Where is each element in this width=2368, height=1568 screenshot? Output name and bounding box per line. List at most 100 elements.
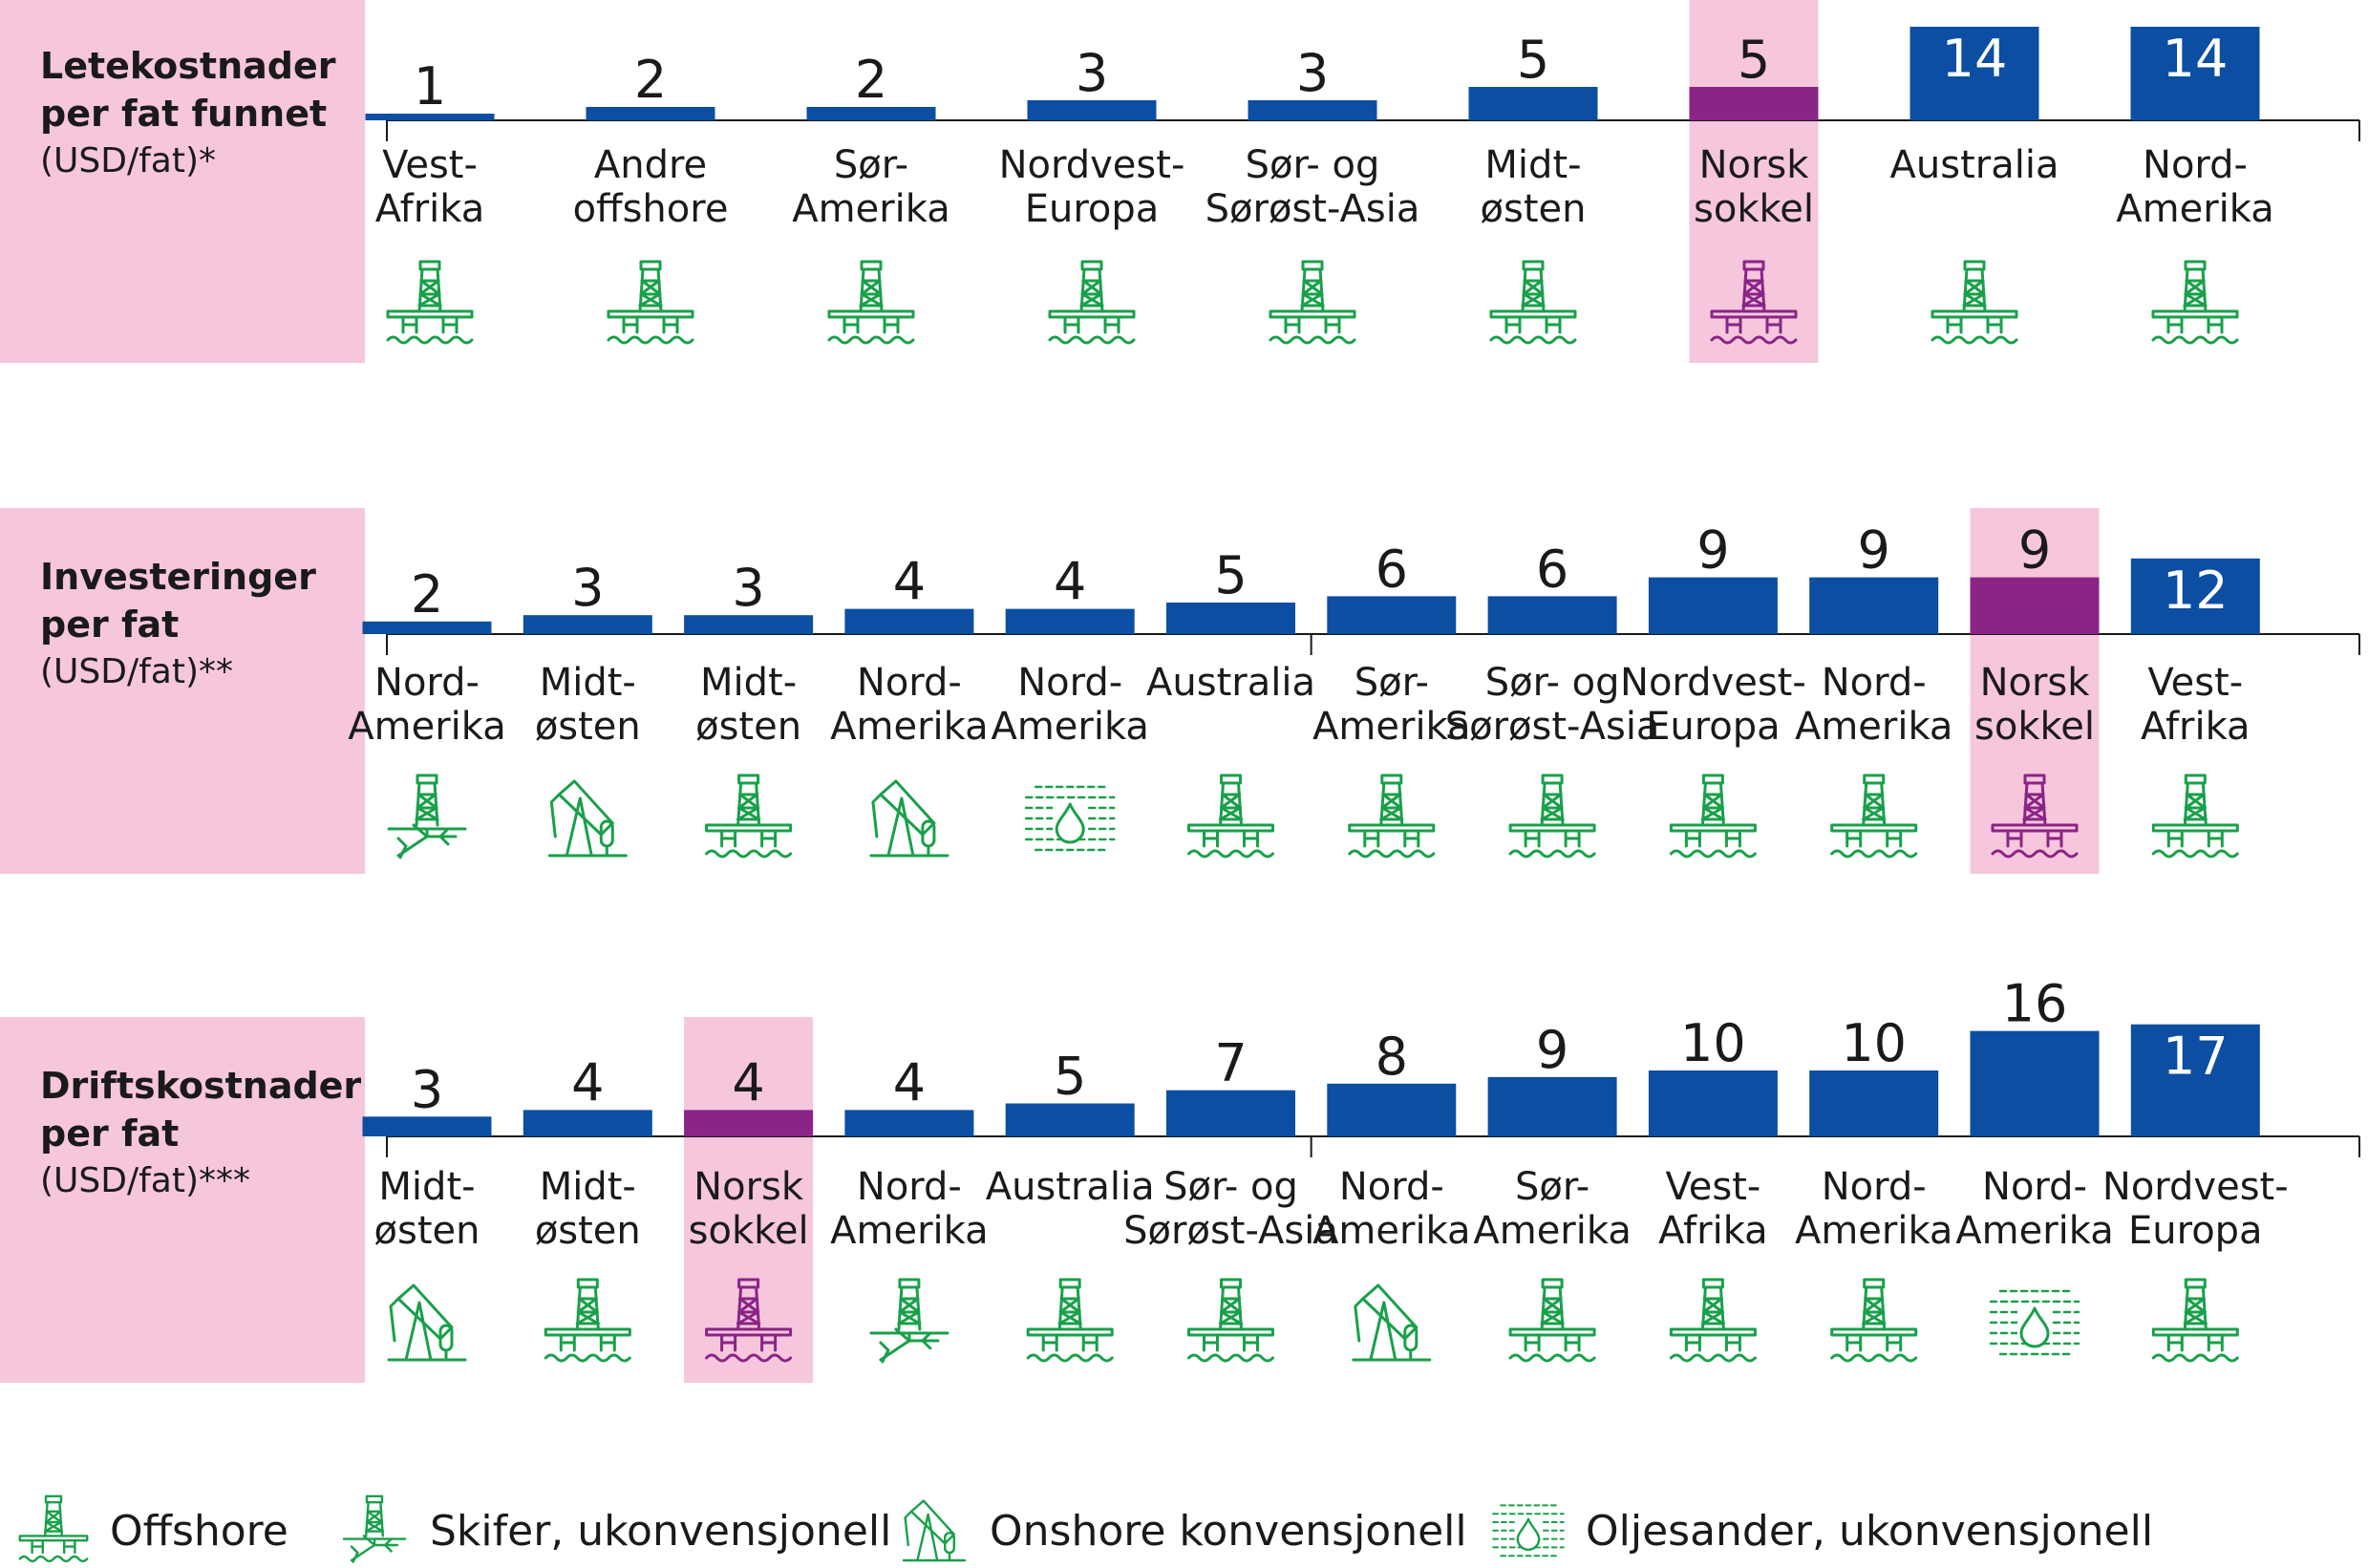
offshore-icon xyxy=(705,773,793,858)
legend-item: Offshore xyxy=(18,1494,288,1562)
offshore-icon xyxy=(1710,260,1798,345)
category-label: Amerika xyxy=(830,1209,988,1253)
category-label: Afrika xyxy=(2141,705,2251,749)
legend-label: Skifer, ukonvensjonell xyxy=(430,1507,891,1556)
offshore-icon xyxy=(1187,1278,1274,1363)
category-label: Midt- xyxy=(1484,143,1581,187)
data-label: 16 xyxy=(2002,974,2068,1034)
data-label: 2 xyxy=(634,50,667,110)
offshore-icon xyxy=(1348,773,1436,858)
data-label: 3 xyxy=(732,558,764,618)
data-label: 4 xyxy=(1054,552,1086,612)
category-label: Amerika xyxy=(1312,1209,1470,1253)
category-label: Sørøst-Asia xyxy=(1205,187,1420,231)
category-label: Amerika xyxy=(1312,705,1470,749)
category-label: Sør- og xyxy=(1163,1165,1298,1209)
bar xyxy=(1648,577,1778,634)
offshore-icon xyxy=(1489,260,1577,345)
panel-title-line: per fat xyxy=(40,604,179,646)
data-label: 4 xyxy=(732,1052,764,1112)
category-label: Sør- og xyxy=(1246,143,1380,187)
data-label: 7 xyxy=(1214,1033,1247,1093)
legend-label: Onshore konvensjonell xyxy=(990,1507,1467,1556)
bar xyxy=(684,615,814,634)
bar xyxy=(523,615,652,634)
bar xyxy=(1970,577,2100,634)
offshore-icon xyxy=(1187,773,1274,858)
category-label: Amerika xyxy=(830,705,988,749)
category-label: Nordvest- xyxy=(1620,661,1806,705)
panel-title-line: Driftskostnader xyxy=(40,1065,361,1107)
oilsands-icon xyxy=(1024,785,1116,852)
data-label: 17 xyxy=(2163,1027,2229,1087)
offshore-icon xyxy=(386,260,474,345)
bar xyxy=(362,621,492,634)
category-label: sokkel xyxy=(1694,187,1814,231)
category-label: østen xyxy=(535,1209,641,1253)
legend-item: Onshore konvensjonell xyxy=(902,1499,1467,1562)
shale-icon xyxy=(342,1494,407,1563)
category-label: Midt- xyxy=(540,661,636,705)
panel-unit-label: (USD/fat)** xyxy=(40,652,233,691)
panel-unit-label: (USD/fat)*** xyxy=(40,1161,250,1200)
onshore-icon xyxy=(387,1283,467,1362)
category-label: Amerika xyxy=(348,705,505,749)
category-label: Afrika xyxy=(1658,1209,1768,1253)
bar xyxy=(1027,100,1157,120)
data-label: 5 xyxy=(1054,1047,1086,1107)
bar xyxy=(1166,1090,1295,1136)
offshore-icon xyxy=(1048,260,1136,345)
data-label: 4 xyxy=(893,552,926,612)
bar xyxy=(1005,608,1135,634)
bar xyxy=(1248,100,1377,120)
category-label: Nord- xyxy=(857,661,962,705)
data-label: 6 xyxy=(1536,539,1568,599)
data-label: 3 xyxy=(571,558,604,618)
offshore-icon xyxy=(1669,773,1757,858)
bar xyxy=(844,1110,974,1136)
category-label: østen xyxy=(1481,187,1587,231)
data-label: 3 xyxy=(1296,43,1329,103)
category-label: Nord- xyxy=(1982,1165,2087,1209)
data-label: 10 xyxy=(1841,1013,1907,1073)
category-label: Norsk xyxy=(693,1165,804,1209)
offshore-icon xyxy=(1991,773,2079,858)
highlight-column xyxy=(684,1017,814,1383)
bar xyxy=(1809,1070,1939,1136)
legend-label: Oljesander, ukonvensjonell xyxy=(1586,1507,2153,1556)
category-label: Sør- xyxy=(834,143,908,187)
data-label: 4 xyxy=(893,1052,926,1112)
data-label: 8 xyxy=(1376,1027,1408,1087)
onshore-icon xyxy=(547,779,628,858)
shale-icon xyxy=(387,773,467,859)
category-label: Nordvest- xyxy=(2102,1165,2289,1209)
data-label: 3 xyxy=(411,1059,443,1119)
bar xyxy=(1909,27,2039,120)
onshore-icon xyxy=(902,1499,967,1562)
bar xyxy=(1970,1030,2100,1136)
panel-header-box xyxy=(0,0,365,363)
category-label: Nord- xyxy=(1017,661,1122,705)
category-label: Australia xyxy=(986,1165,1155,1209)
data-label: 12 xyxy=(2163,561,2229,621)
bar xyxy=(1487,596,1617,634)
bar xyxy=(2130,27,2260,120)
data-label: 14 xyxy=(1942,29,2008,89)
data-label: 14 xyxy=(2163,29,2229,89)
legend: Offshore Skifer, ukonvensjonell Onshore ko… xyxy=(18,1494,2153,1563)
bar xyxy=(806,107,936,120)
bar xyxy=(844,608,974,634)
bar xyxy=(1468,87,1598,120)
bar xyxy=(1327,1083,1457,1136)
panel-header-box xyxy=(0,508,365,874)
category-label: Sør- xyxy=(1515,1165,1589,1209)
category-label: Europa xyxy=(1025,187,1160,231)
category-label: Vest- xyxy=(2147,661,2243,705)
bar xyxy=(684,1110,814,1136)
highlight-column xyxy=(1689,0,1819,363)
data-label: 9 xyxy=(2018,520,2051,581)
panel-title-line: per fat funnet xyxy=(40,93,327,135)
